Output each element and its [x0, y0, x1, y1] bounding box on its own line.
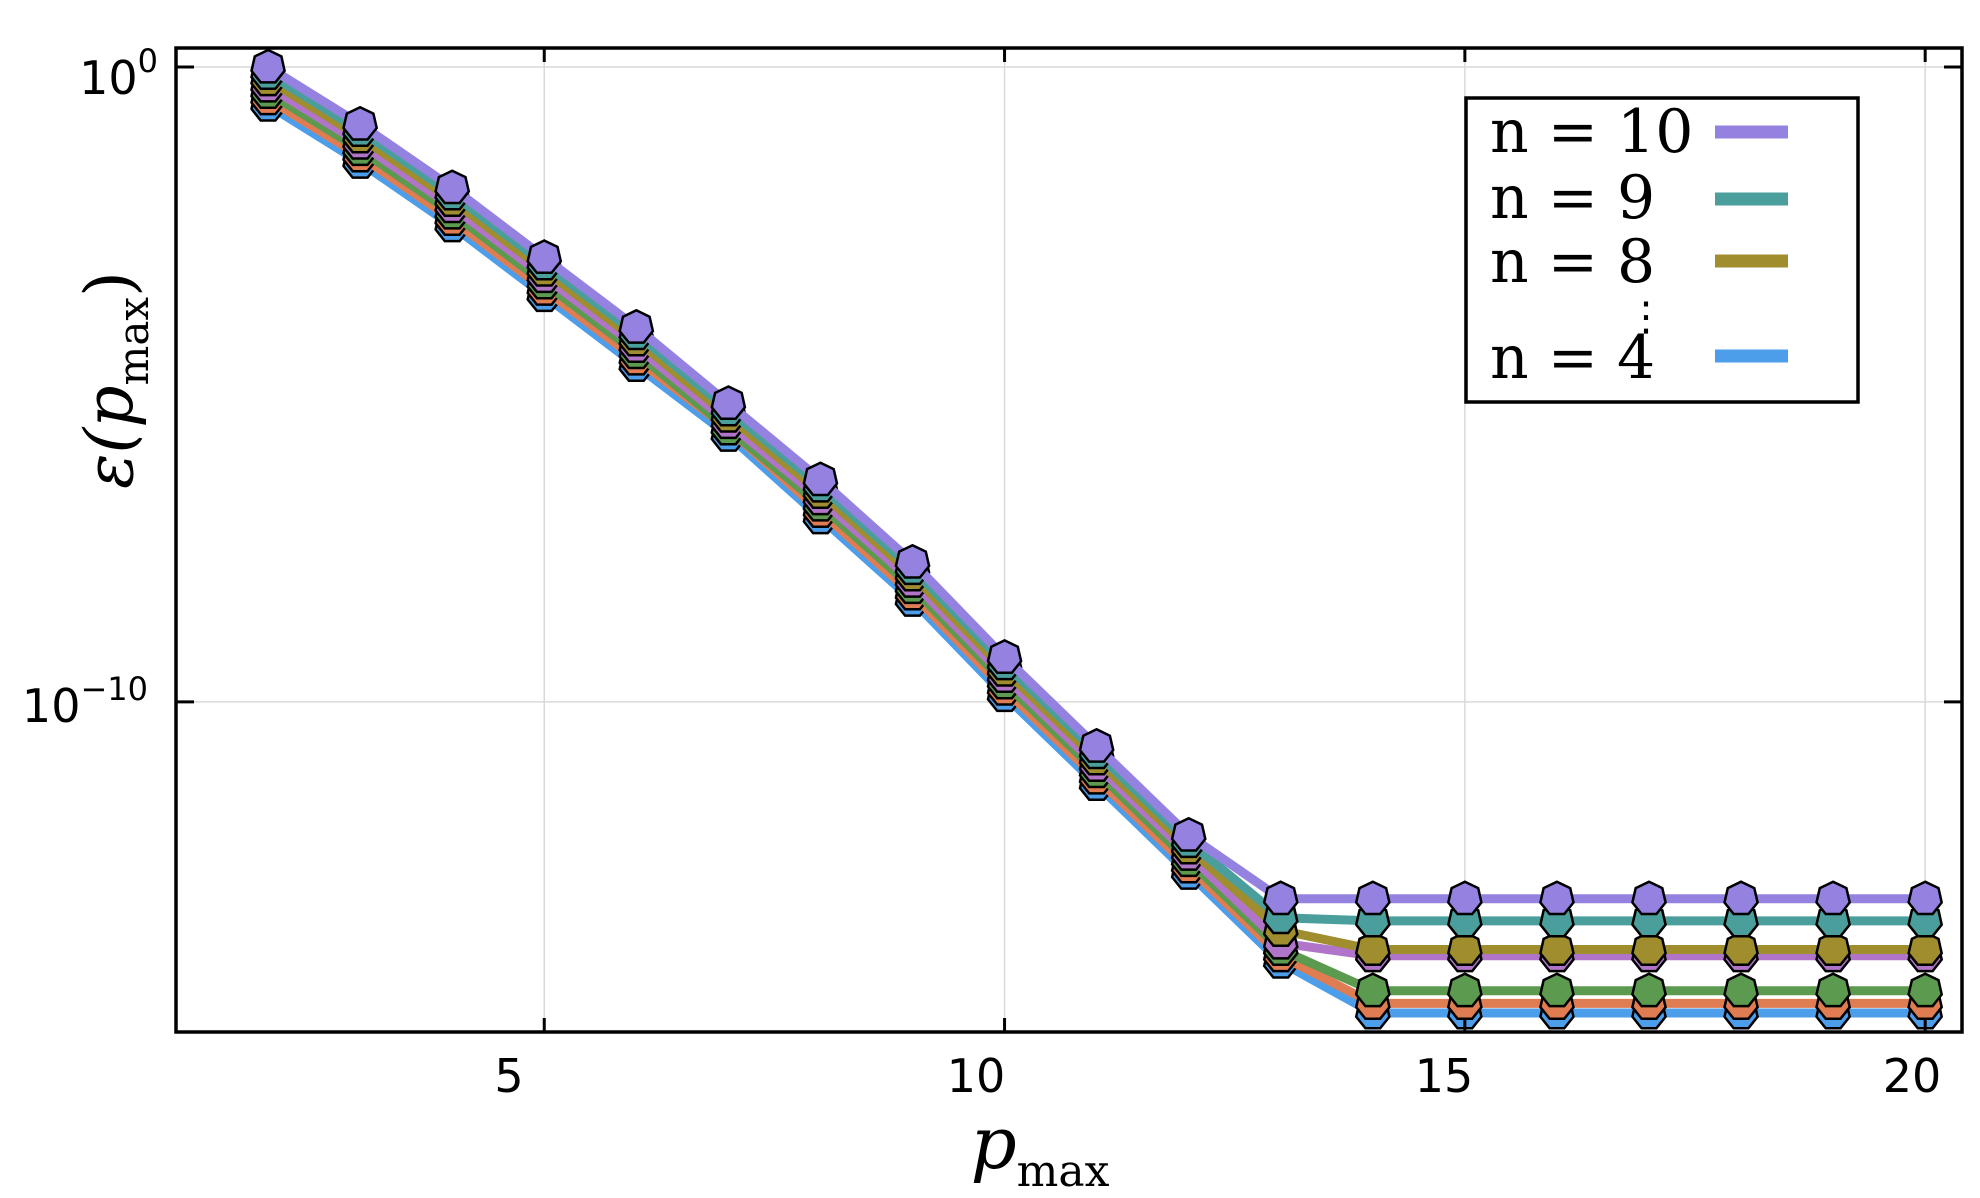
- y-tick-label-0: 100: [79, 42, 158, 105]
- svg-text:100: 100: [79, 42, 158, 105]
- y-axis-label: ε(pmax): [71, 271, 158, 489]
- data-point: [986, 639, 1023, 675]
- data-point: [1446, 880, 1483, 916]
- legend-label-n10: n = 10: [1490, 97, 1693, 167]
- data-point: [1170, 816, 1207, 852]
- data-point: [1354, 880, 1391, 916]
- data-point: [1446, 972, 1483, 1008]
- data-point: [1907, 880, 1944, 916]
- data-point: [1354, 972, 1391, 1008]
- data-point: [1446, 931, 1483, 967]
- data-point: [1354, 931, 1391, 967]
- legend-box: [1464, 96, 1860, 404]
- data-point: [1262, 880, 1299, 916]
- legend-label-n9: n = 9: [1490, 163, 1655, 233]
- data-point: [1539, 880, 1575, 916]
- data-point: [1078, 727, 1115, 763]
- x-axis-label: pmax: [971, 1101, 1110, 1197]
- data-point: [618, 308, 655, 344]
- data-point: [1723, 972, 1759, 1008]
- data-point: [1539, 931, 1575, 967]
- x-tick-label-15: 15: [1415, 1049, 1474, 1103]
- axis-ticks: [176, 48, 1962, 1032]
- data-point: [1723, 880, 1759, 916]
- data-point: [894, 543, 931, 579]
- data-point: [1631, 972, 1667, 1008]
- legend-label-n4: n = 4: [1490, 323, 1655, 393]
- data-point: [1815, 972, 1852, 1008]
- plot-frame: [174, 46, 1964, 1034]
- data-point: [1631, 931, 1667, 967]
- legend: n = 10 n = 9 n = 8 ⋮ n = 4: [1464, 96, 1860, 404]
- data-point: [710, 385, 747, 421]
- data-point: [342, 105, 379, 141]
- svg-text:10−10: 10−10: [22, 670, 148, 733]
- y-tick-label-1: 10−10: [22, 670, 148, 733]
- data-point: [1815, 931, 1852, 967]
- series-group: [250, 48, 1944, 1030]
- data-point: [526, 239, 563, 275]
- data-point: [1815, 880, 1852, 916]
- data-point: [802, 461, 839, 497]
- data-point: [434, 169, 471, 205]
- legend-ellipsis: ⋮: [1626, 294, 1666, 340]
- legend-label-n8: n = 8: [1490, 227, 1655, 297]
- data-point: [250, 48, 286, 84]
- x-tick-label-10: 10: [947, 1049, 1006, 1103]
- data-point: [1631, 880, 1667, 916]
- x-tick-label-5: 5: [494, 1049, 523, 1103]
- data-point: [1723, 931, 1759, 967]
- data-point: [1907, 972, 1944, 1008]
- series-n10: [250, 48, 1944, 916]
- data-point: [1907, 931, 1944, 967]
- x-tick-label-20: 20: [1883, 1049, 1942, 1103]
- data-point: [1539, 972, 1575, 1008]
